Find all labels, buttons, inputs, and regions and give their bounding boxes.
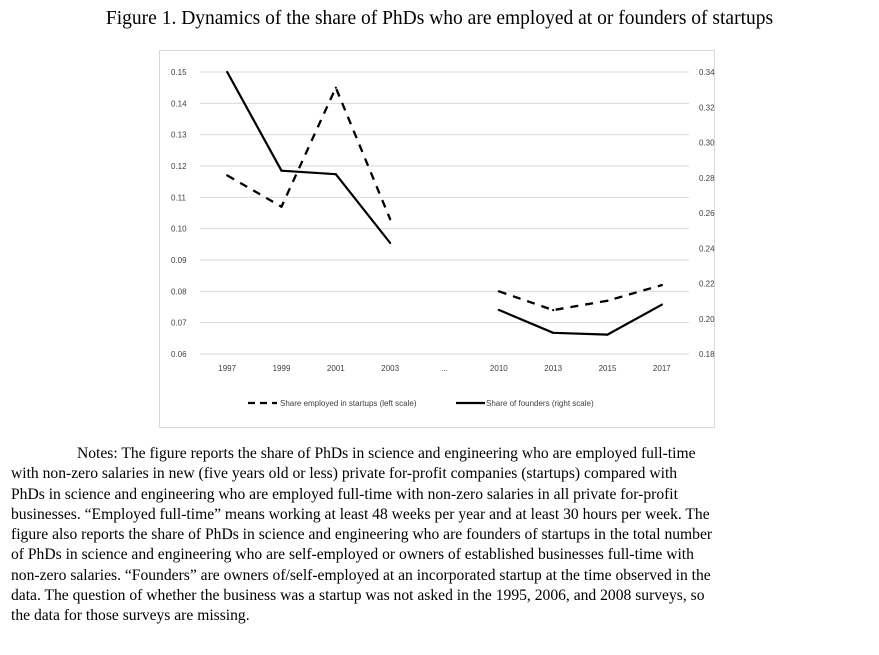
- notes-line: with non-zero salaries in new (five year…: [11, 465, 678, 483]
- data-point-founders: [660, 303, 663, 306]
- x-axis-tick-label: 2017: [653, 364, 671, 373]
- figure-notes: Notes: The figure reports the share of P…: [11, 444, 871, 627]
- left-axis-tick-label: 0.06: [171, 350, 187, 359]
- right-axis-tick-label: 0.22: [699, 280, 715, 289]
- data-point-founders: [334, 173, 337, 176]
- data-point-employed-in-startups: [606, 299, 609, 302]
- data-point-employed-in-startups: [389, 218, 392, 221]
- legend-label: Share employed in startups (left scale): [280, 399, 417, 408]
- left-axis-tick-label: 0.14: [171, 99, 187, 108]
- data-point-founders: [497, 308, 500, 312]
- notes-line: data. The question of whether the busine…: [11, 587, 705, 605]
- data-point-employed-in-startups: [334, 86, 337, 89]
- series-line-founders: [226, 71, 392, 244]
- data-point-employed-in-startups: [552, 309, 555, 312]
- right-axis-tick-label: 0.34: [699, 68, 715, 77]
- data-point-employed-in-startups: [660, 283, 663, 287]
- chart-frame: 0.15 0.14 0.13 0.12 0.11 0.10 0.09 0.08 0.07 0.06…: [159, 50, 715, 428]
- left-axis-tick-label: 0.11: [171, 193, 187, 202]
- x-axis-tick-label: 1999: [273, 364, 291, 373]
- line-chart: 0.15 0.14 0.13 0.12 0.11 0.10 0.09 0.08 0.07 0.06…: [171, 68, 715, 408]
- right-axis-tick-label: 0.28: [699, 174, 715, 183]
- series-line-employed-in-startups: [226, 86, 392, 220]
- right-axis-tick-label: 0.26: [699, 209, 715, 218]
- x-axis-tick-label: 2015: [599, 364, 617, 373]
- data-point-founders: [226, 70, 229, 74]
- notes-line: the data for those surveys are missing.: [11, 607, 250, 625]
- notes-line: of PhDs in science and engineering who a…: [11, 546, 694, 564]
- data-point-employed-in-startups: [280, 205, 283, 208]
- notes-line: businesses. “Employed full-time” means w…: [11, 505, 710, 523]
- data-point-founders: [280, 169, 283, 172]
- x-axis-tick-label: 2003: [381, 364, 399, 373]
- right-axis-tick-label: 0.20: [699, 315, 715, 324]
- x-axis-tick-label: 2010: [490, 364, 508, 373]
- right-axis-tick-label: 0.32: [699, 103, 715, 112]
- right-axis-tick-label: 0.24: [699, 244, 715, 253]
- left-axis-tick-label: 0.10: [171, 225, 187, 234]
- data-point-founders: [552, 331, 555, 334]
- left-axis-tick-label: 0.12: [171, 162, 187, 171]
- right-axis-tick-label: 0.30: [699, 139, 715, 148]
- left-axis-tick-label: 0.08: [171, 287, 187, 296]
- x-axis-tick-label: 2013: [544, 364, 562, 373]
- notes-line: Notes: The figure reports the share of P…: [77, 445, 696, 462]
- legend-label: Share of founders (right scale): [486, 399, 594, 408]
- x-axis-tick-label: 2001: [327, 364, 345, 373]
- data-point-employed-in-startups: [497, 290, 500, 293]
- series-line-founders: [498, 303, 663, 336]
- left-axis-tick-label: 0.15: [171, 68, 187, 77]
- x-axis-tick-label: ...: [441, 364, 448, 373]
- notes-line: non-zero salaries. “Founders” are owners…: [11, 566, 711, 584]
- notes-line: figure also reports the share of PhDs in…: [11, 526, 713, 544]
- x-axis-tick-label: 1997: [218, 364, 236, 373]
- left-axis-tick-label: 0.07: [171, 319, 187, 328]
- notes-line: PhDs in science and engineering who are …: [11, 485, 678, 503]
- series-line-employed-in-startups: [498, 283, 663, 312]
- left-axis-tick-label: 0.13: [171, 131, 187, 140]
- data-point-founders: [389, 241, 392, 245]
- right-axis-tick-label: 0.18: [699, 350, 715, 359]
- data-point-founders: [606, 333, 609, 336]
- figure-title: Figure 1. Dynamics of the share of PhDs …: [105, 8, 774, 29]
- left-axis-tick-label: 0.09: [171, 256, 187, 265]
- data-point-employed-in-startups: [226, 174, 229, 177]
